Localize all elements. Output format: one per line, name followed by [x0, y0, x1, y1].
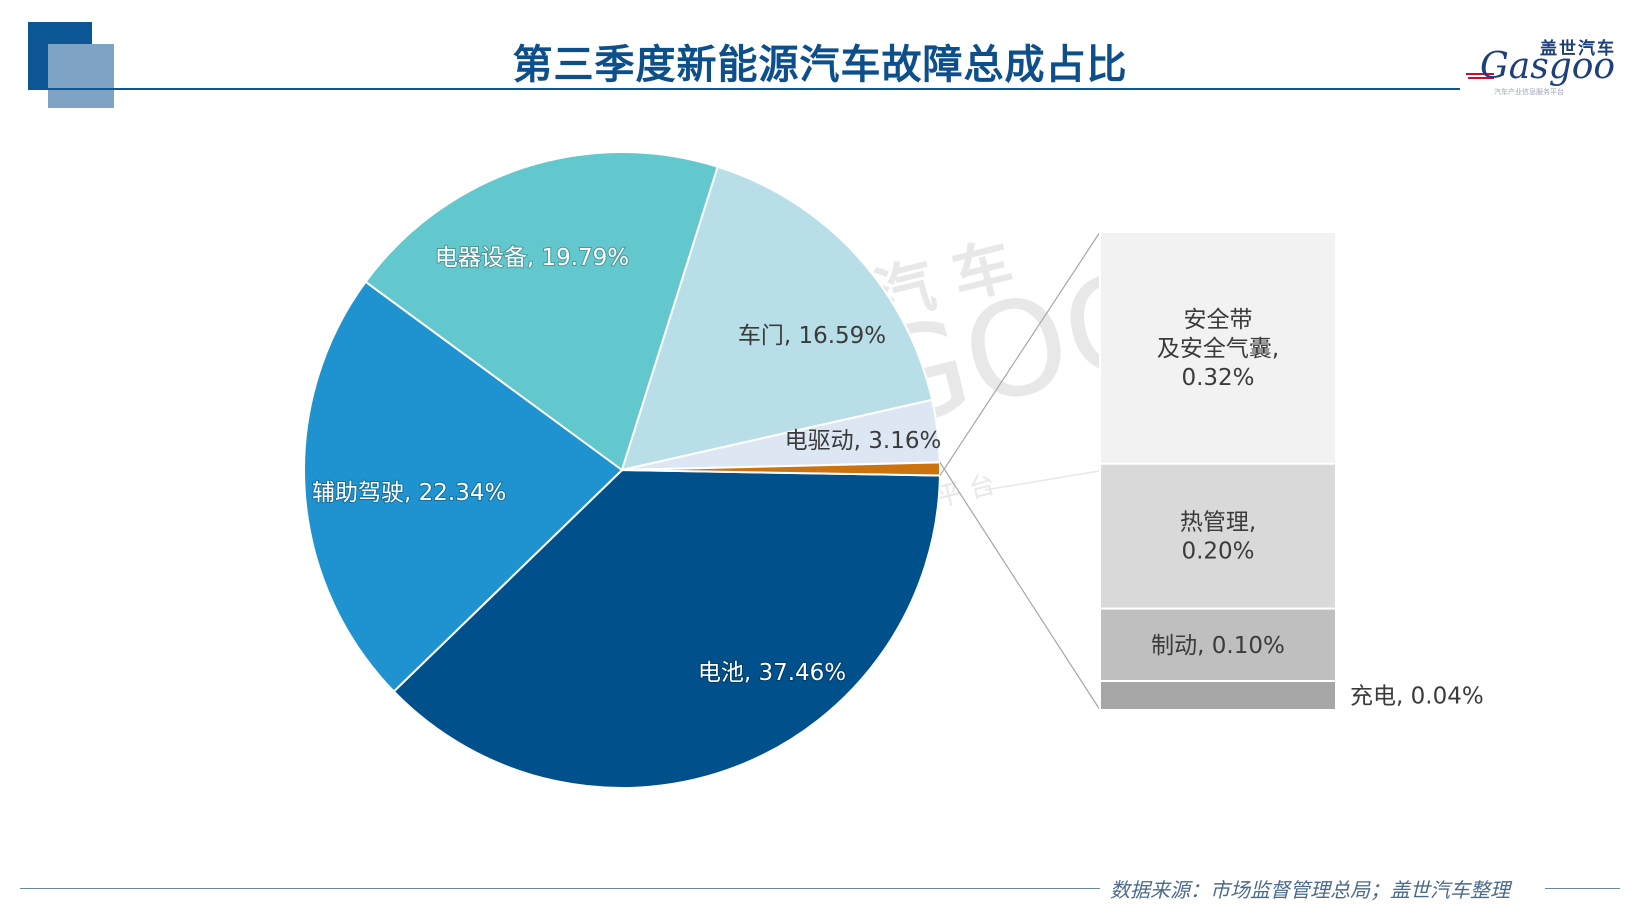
- title-underline: [28, 88, 1460, 90]
- bar-seatbelt-airbag: [1099, 231, 1337, 465]
- page-title: 第三季度新能源汽车故障总成占比: [512, 42, 1128, 88]
- slice-door: [620, 165, 934, 472]
- slice-electrical: [364, 151, 720, 472]
- watermark-line: [984, 469, 1106, 491]
- corner-square-light: [48, 44, 114, 108]
- logo-subtitle: 汽车产业信息服务平台: [1494, 88, 1564, 96]
- bar-thermal: [1099, 462, 1337, 610]
- label-battery: 电池, 37.46%: [698, 660, 846, 686]
- label-adas: 辅助驾驶, 22.34%: [312, 480, 506, 506]
- logo-english-text: Gasgoo: [1480, 46, 1616, 87]
- gasgoo-logo: 盖世汽车 Gasgoo 汽车产业信息服务平台: [1466, 30, 1616, 100]
- bar-charging: [1099, 680, 1337, 711]
- connector-line-bottom: [939, 462, 1101, 711]
- bar-label-seatbelt-airbag: 安全带及安全气囊, 0.32%: [1157, 307, 1279, 391]
- data-source-note: 数据来源：市场监督管理总局；盖世汽车整理: [1100, 874, 1520, 903]
- footer-line-left: [20, 888, 1100, 889]
- footer-line-right: [1545, 888, 1620, 889]
- bar-brake: [1099, 607, 1337, 683]
- slice-adas: [303, 280, 624, 693]
- label-electrical: 电器设备, 19.79%: [435, 245, 629, 271]
- label-door: 车门, 16.59%: [738, 323, 886, 349]
- bar-label-brake: 制动, 0.10%: [1151, 633, 1285, 659]
- logo-swoosh-icon: [1466, 73, 1494, 79]
- connector-line-top: [939, 231, 1101, 476]
- bar-label-charging: 充电, 0.04%: [1350, 684, 1484, 710]
- label-edrive: 电驱动, 3.16%: [785, 428, 942, 454]
- logo-chinese-text: 盖世汽车: [1540, 39, 1616, 59]
- slice-battery: [392, 468, 941, 789]
- bar-label-thermal: 热管理, 0.20%: [1180, 510, 1256, 565]
